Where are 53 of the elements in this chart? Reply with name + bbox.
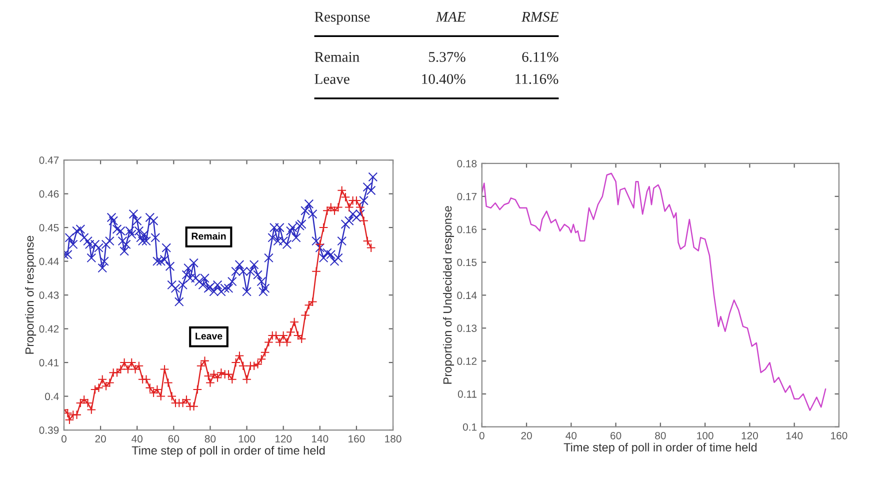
text: 6.11%: [522, 52, 558, 62]
x-tick-label: 100: [697, 432, 714, 440]
y-tick-label: 0.47: [39, 156, 59, 164]
x-tick-label: 20: [95, 435, 106, 443]
x-tick-label: 120: [275, 435, 292, 443]
text: Leave: [196, 332, 222, 340]
y-tick-label: 0.39: [39, 426, 59, 434]
y-tick-label: 0.13: [457, 324, 477, 332]
text: Remain: [314, 52, 360, 62]
y-tick-label: 0.17: [457, 192, 477, 200]
x-tick-label: 180: [385, 435, 402, 443]
y-tick-label: 0.14: [457, 292, 477, 300]
y-tick-label: 0.42: [39, 325, 59, 333]
text: Leave: [314, 74, 350, 84]
x-tick-label: 80: [655, 432, 666, 440]
text: RMSE: [521, 12, 558, 22]
x-tick-label: 20: [521, 432, 532, 440]
y-tick-label: 0.15: [457, 258, 477, 266]
x-tick-label: 160: [348, 435, 365, 443]
text: 11.16%: [516, 74, 558, 84]
x-tick-label: 120: [742, 432, 758, 440]
y-tick-label: 0.41: [39, 359, 59, 366]
text: 10.40%: [422, 74, 466, 84]
x-tick-label: 160: [831, 432, 848, 440]
x-tick-label: 60: [610, 432, 622, 440]
y-tick-label: 0.44: [39, 258, 59, 266]
y-axis-title: Proportion of Undecided response: [442, 206, 454, 384]
y-tick-label: 0.12: [457, 358, 477, 365]
x-tick-label: 40: [566, 432, 577, 440]
text: MAE: [436, 12, 466, 22]
y-tick-label: 0.4: [45, 392, 59, 400]
x-tick-label: 100: [238, 435, 256, 443]
x-tick-label: 0: [479, 432, 484, 440]
y-tick-label: 0.11: [458, 390, 477, 398]
y-tick-label: 0.1: [462, 423, 477, 431]
x-axis-title: Time step of poll in order of time held: [132, 446, 325, 457]
y-tick-label: 0.45: [39, 224, 59, 232]
text: Response: [314, 12, 370, 25]
y-tick-label: 0.43: [39, 292, 59, 299]
x-tick-label: 80: [204, 435, 216, 443]
y-axis-title: Proportion of response: [25, 236, 36, 354]
x-tick-label: 40: [132, 435, 142, 443]
x-tick-label: 60: [168, 435, 180, 443]
y-tick-label: 0.18: [457, 160, 477, 168]
y-tick-label: 0.16: [457, 226, 477, 234]
y-tick-label: 0.46: [39, 190, 59, 198]
x-tick-label: 140: [312, 435, 328, 443]
x-tick-label: 140: [786, 432, 803, 440]
x-tick-label: 0: [62, 435, 66, 443]
series-label: Remain: [192, 232, 226, 240]
x-axis-title: Time step of poll in order of time held: [564, 442, 757, 454]
text: 5.37%: [429, 52, 466, 62]
line-series: [482, 172, 826, 412]
